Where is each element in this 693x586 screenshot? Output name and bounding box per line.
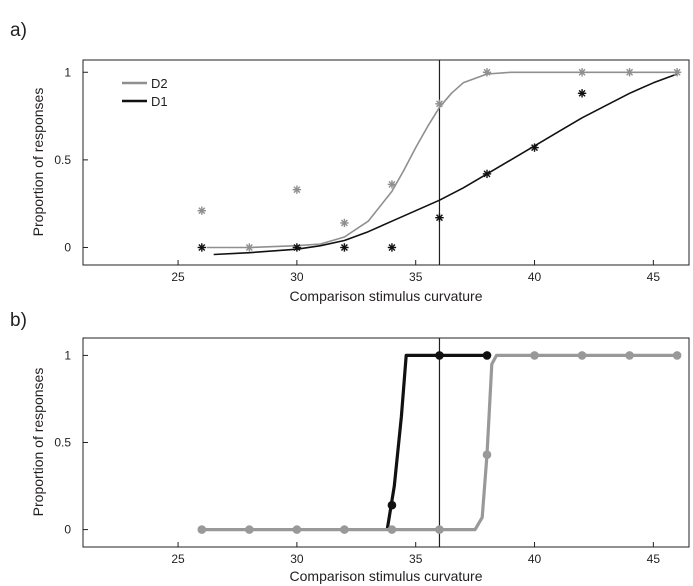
panel-a-d1-point [197,243,207,252]
panel-b-series-2-point [340,525,349,534]
panel-b-x-tick-label: 35 [409,552,423,566]
panel-a-x-tick-label: 30 [290,270,304,284]
panel-a-frame [82,59,690,266]
panel-b-x-tick-label: 40 [528,552,542,566]
panel-a-x-tick-label: 25 [171,270,185,284]
panel-b-series-1-curve [385,353,487,530]
panel-b-x-tick-label: 45 [647,552,661,566]
panel-a-d1-point [340,243,349,252]
panel-b-x-tick-label: 30 [290,552,304,566]
panel-a-d1-curve [213,73,678,256]
panel-a-d2-curve [206,71,678,249]
panel-b-series-2-point [577,351,587,360]
panel-a-d1-point [482,169,492,179]
panel-a-d2-point [245,243,254,252]
panel-a-d2-point [435,99,444,109]
panel-a-d1-point [577,89,587,98]
panel-a-d2-point [340,218,349,228]
panel-a-d2-point [672,68,682,77]
panel-a-d2-point [482,68,492,77]
panel-a: a) 25 30 35 40 45 0 0.5 1 D2 D1 Comparison stim… [10,20,690,304]
panel-a-x-tick-label: 40 [528,270,542,284]
panel-a-y-tick-label: 0 [64,240,71,254]
panel-a-d2-point [387,180,397,189]
panel-a-d2-point [292,185,302,194]
panel-b-series-2-point [625,351,634,360]
panel-a-marks [197,68,682,252]
panel-a-ticks: 25 30 35 40 45 0 0.5 1 [54,65,660,284]
panel-b-series-2-point [245,525,254,534]
panel-b-series-2-point [292,525,302,534]
panel-b-y-tick-label: 1 [64,348,71,362]
legend-label-d2: D2 [151,76,168,91]
panel-b-x-axis-title: Comparison stimulus curvature [290,568,483,584]
panel-b-lines [201,338,678,547]
panel-a-x-tick-label: 35 [409,270,423,284]
panel-b-series-2-point [387,525,397,534]
panel-b: b) 25 30 35 40 45 0 0.5 1 Comparison stimulus c… [10,310,690,584]
panel-b-x-tick-label: 25 [171,552,185,566]
panel-b-y-axis-title: Proportion of responses [30,368,46,517]
panel-b-marks [197,351,682,534]
panel-a-d1-point [530,143,539,152]
panel-b-series-2-point [435,525,444,534]
panel-b-series-1-point [435,351,444,360]
panel-a-d1-point [292,243,302,252]
panel-b-series-1-point [387,500,397,510]
panel-b-series-2-point [530,351,539,360]
panel-b-series-2-point [197,525,207,534]
panel-a-label: a) [10,20,27,41]
panel-b-y-tick-label: 0 [64,523,71,537]
panel-a-d1-point [387,243,397,252]
legend: D2 D1 [122,76,168,109]
panel-a-d2-point [577,68,587,77]
panel-a-y-tick-label: 1 [64,65,71,79]
panel-b-series-2-point [672,351,682,360]
panel-b-frame [82,337,690,548]
panel-a-y-tick-label: 0.5 [54,153,71,167]
panel-b-label: b) [10,310,27,331]
panel-a-y-axis-title: Proportion of responses [30,88,46,237]
panel-b-series-2-point [482,450,492,459]
panel-b-y-tick-label: 0.5 [54,436,71,450]
panel-b-ticks: 25 30 35 40 45 0 0.5 1 [54,348,660,566]
legend-label-d1: D1 [151,94,168,109]
panel-a-d2-point [197,206,207,215]
panel-b-series-1-point [482,351,492,360]
panel-a-x-tick-label: 45 [647,270,661,284]
panel-b-series-2-curve [201,353,678,532]
panel-a-lines [206,60,678,265]
panel-a-d2-point [625,68,634,77]
panel-a-x-axis-title: Comparison stimulus curvature [290,288,483,304]
panel-a-d1-point [435,213,444,222]
